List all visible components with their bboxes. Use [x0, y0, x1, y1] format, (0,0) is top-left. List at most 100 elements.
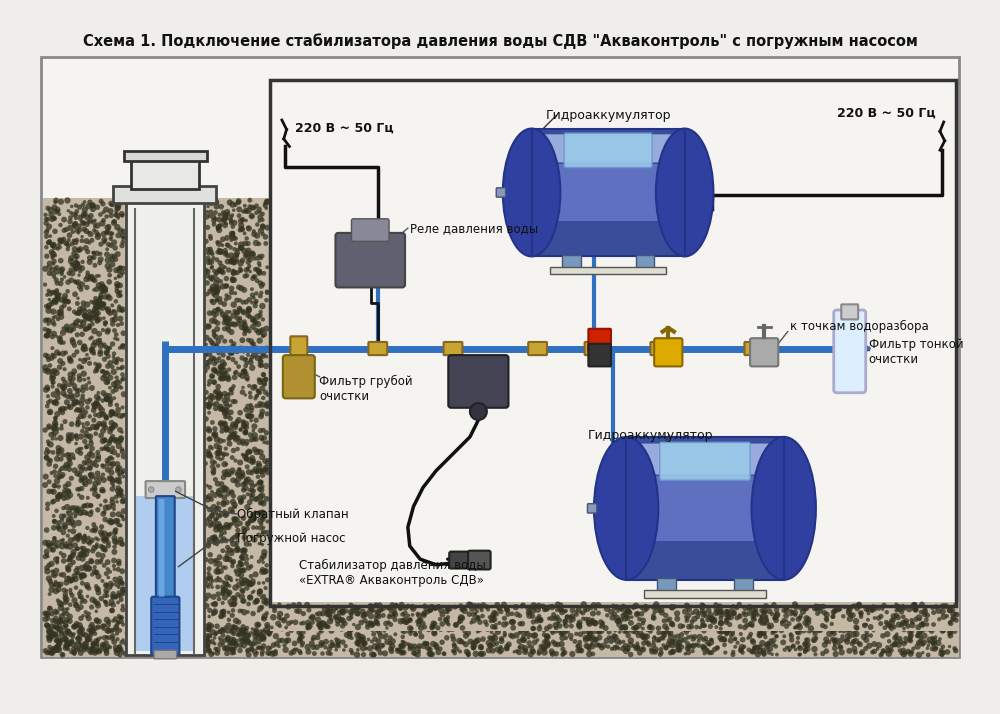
Point [227, 199, 243, 211]
Point [769, 609, 785, 620]
Point [233, 560, 249, 571]
Point [105, 406, 121, 418]
Point [170, 622, 186, 633]
Point [243, 514, 259, 526]
Point [224, 623, 240, 635]
Point [593, 616, 609, 628]
Point [619, 606, 635, 618]
Point [112, 303, 128, 315]
Point [239, 368, 255, 380]
Point [493, 606, 509, 618]
Point [57, 485, 73, 496]
Point [720, 625, 736, 636]
Point [82, 311, 98, 323]
Point [205, 509, 221, 521]
Point [485, 638, 501, 650]
Point [735, 647, 751, 658]
Point [115, 263, 131, 274]
Point [262, 626, 278, 638]
Point [51, 348, 67, 360]
Point [78, 548, 94, 560]
Point [217, 395, 233, 406]
Point [223, 426, 239, 437]
Point [252, 260, 268, 271]
Point [239, 582, 255, 593]
Point [210, 518, 226, 530]
Point [255, 313, 271, 325]
Point [99, 643, 115, 655]
Point [280, 628, 296, 640]
Point [98, 637, 114, 648]
Point [570, 640, 586, 652]
Point [174, 621, 190, 633]
Point [219, 367, 235, 378]
Point [45, 378, 61, 389]
Point [211, 536, 227, 548]
Ellipse shape [503, 129, 560, 256]
Point [47, 295, 63, 306]
Point [735, 634, 751, 645]
Point [220, 521, 236, 533]
Point [422, 644, 438, 655]
Point [106, 419, 122, 431]
Point [532, 645, 548, 657]
Point [356, 649, 372, 660]
Point [251, 373, 267, 385]
Point [49, 285, 65, 296]
Point [202, 645, 218, 657]
Point [638, 635, 654, 647]
Point [218, 422, 234, 433]
Point [615, 622, 631, 633]
Point [232, 605, 248, 617]
Point [62, 554, 78, 565]
Point [95, 298, 111, 310]
Point [896, 623, 912, 635]
Point [112, 649, 128, 660]
Point [202, 513, 218, 524]
Point [231, 343, 247, 354]
Point [212, 454, 228, 466]
Point [890, 604, 906, 615]
Point [205, 456, 221, 468]
Point [61, 626, 77, 638]
Point [789, 620, 805, 632]
Point [257, 200, 273, 211]
Point [471, 621, 487, 633]
Point [96, 228, 112, 240]
Point [389, 643, 405, 655]
Point [226, 621, 242, 633]
Point [630, 608, 646, 619]
Point [638, 600, 654, 612]
FancyBboxPatch shape [283, 355, 315, 398]
Point [661, 627, 677, 638]
Point [617, 626, 633, 638]
Point [211, 224, 227, 236]
Point [237, 526, 253, 538]
Point [677, 623, 693, 635]
Point [81, 227, 97, 238]
Point [215, 308, 231, 320]
Point [905, 643, 921, 655]
Point [897, 602, 913, 613]
Point [224, 610, 240, 621]
Point [142, 619, 158, 630]
Point [91, 622, 107, 633]
Point [658, 610, 674, 621]
Point [258, 203, 274, 214]
Point [78, 474, 94, 486]
Point [71, 443, 87, 455]
Point [402, 614, 418, 625]
Point [229, 244, 245, 256]
Point [313, 622, 329, 633]
Point [799, 620, 815, 631]
Point [102, 228, 118, 239]
Point [260, 454, 276, 466]
Point [776, 615, 792, 626]
Point [226, 513, 242, 525]
Point [51, 388, 67, 400]
Point [242, 484, 258, 496]
Point [248, 466, 264, 478]
Point [366, 649, 382, 660]
Point [112, 263, 128, 274]
Point [613, 615, 629, 626]
